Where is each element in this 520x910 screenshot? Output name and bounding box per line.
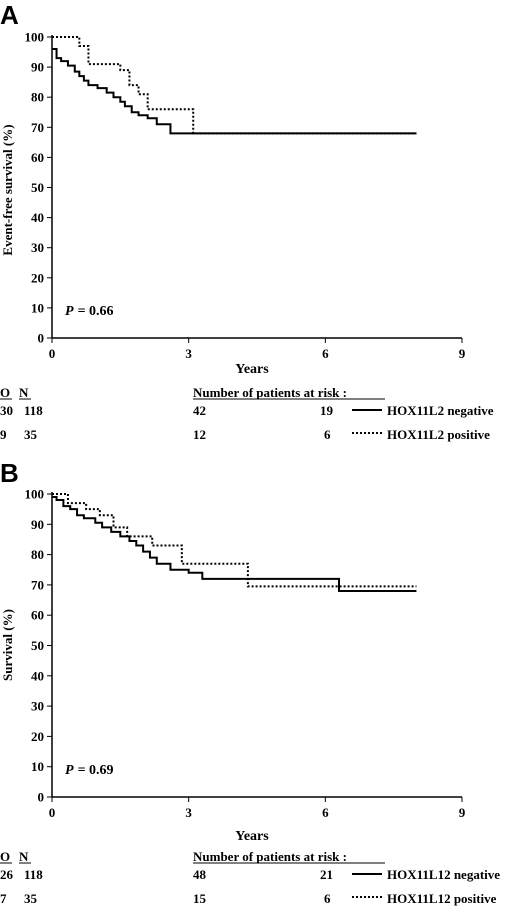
panel-a-y-tick-label: 70: [31, 120, 44, 135]
panel-a-curve-negative: [52, 48, 417, 135]
panel-a-plot: 0 10 20 30 40 50 60 70 80 90 100 0 3 6 9: [25, 30, 466, 362]
panel-b-y-tick-label: 30: [31, 699, 44, 714]
panel-a-y-tick-label: 50: [31, 180, 44, 195]
panel-a: A Event-free survival (%) 01020304050607…: [0, 0, 494, 442]
panel-b-p-number: = 0.69: [78, 763, 114, 778]
panel-b-row1-risk-3y: 48: [193, 867, 207, 882]
panel-a-y-tick-label: 100: [25, 30, 45, 45]
panel-b-y-tick-label: 50: [31, 638, 44, 653]
panel-b-row2-risk-3y: 15: [193, 891, 207, 906]
panel-b-col-o: O: [0, 849, 10, 864]
panel-b-y-tick-label: 90: [31, 517, 44, 532]
panel-b-y-tick-label: 20: [31, 729, 44, 744]
panel-b-y-axis-label: Survival (%): [0, 609, 15, 681]
panel-a-legend-negative: HOX11L2 negative: [387, 403, 494, 418]
panel-b-col-n: N: [19, 849, 29, 864]
panel-b-risk-title: Number of patients at risk :: [193, 849, 347, 864]
panel-b-letter: B: [0, 458, 19, 488]
panel-b-curve-positive: [52, 493, 417, 588]
panel-a-x-axis-label: Years: [235, 362, 269, 377]
panel-b-y-tick-label: 80: [31, 547, 44, 562]
panel-b-y-tick-label: 40: [31, 668, 44, 683]
panel-b-row2-o: 7: [0, 891, 7, 906]
panel-b-p-letter: P: [65, 763, 74, 778]
panel-a-legend-positive: HOX11L2 positive: [387, 427, 490, 442]
panel-a-risk-title: Number of patients at risk :: [193, 385, 347, 400]
panel-a-row1-risk-6y: 19: [320, 403, 334, 418]
panel-a-row2-risk-6y: 6: [324, 427, 331, 442]
panel-a-y-tick-label: 10: [31, 300, 44, 315]
panel-b-x-tick-label: 3: [185, 805, 192, 820]
panel-b-y-tick-label: 100: [25, 487, 45, 502]
panel-a-row1-n: 118: [24, 403, 43, 418]
panel-b-x-tick-label: 9: [459, 805, 466, 820]
panel-b-x-axis-label: Years: [235, 829, 269, 844]
panel-a-y-tick-label: 80: [31, 90, 44, 105]
panel-a-x-tick-label: 0: [49, 346, 56, 361]
panel-b-row2-n: 35: [24, 891, 38, 906]
panel-a-p-number: = 0.66: [78, 304, 114, 319]
panel-b-y-tick-label: 0: [38, 790, 45, 805]
panel-b-y-tick-label: 70: [31, 577, 44, 592]
panel-a-letter: A: [0, 0, 19, 30]
panel-a-row1-o: 30: [0, 403, 13, 418]
panel-a-y-tick-label: 30: [31, 240, 44, 255]
panel-a-col-n: N: [19, 385, 29, 400]
panel-a-row2-n: 35: [24, 427, 38, 442]
panel-b-legend-negative: HOX11L12 negative: [387, 867, 500, 882]
panel-b-row1-o: 26: [0, 867, 14, 882]
panel-a-y-tick-label: 60: [31, 150, 44, 165]
panel-a-x-tick-label: 3: [185, 346, 192, 361]
panel-b-plot: 0 10 20 30 40 50 60 70 80 90 100 0 3 6 9: [25, 487, 466, 821]
panel-b: B Survival (%) 0 10 20 30 40 50 60 70 80 90 100 0 3 6…: [0, 458, 500, 906]
panel-b-row1-n: 118: [24, 867, 43, 882]
panel-b-curve-negative: [52, 496, 417, 592]
panel-b-legend-positive: HOX11L12 positive: [387, 891, 497, 906]
panel-a-curve-positive: [52, 36, 417, 135]
panel-a-y-tick-label: 20: [31, 270, 44, 285]
panel-b-x-tick-label: 0: [49, 805, 56, 820]
panel-a-y-tick-label: 40: [31, 210, 44, 225]
panel-a-row2-risk-3y: 12: [193, 427, 206, 442]
panel-a-y-axis-label: Event-free survival (%): [0, 124, 15, 255]
panel-a-row2-o: 9: [0, 427, 7, 442]
panel-a-row1-risk-3y: 42: [193, 403, 206, 418]
panel-a-y-tick-label: 90: [31, 60, 44, 75]
panel-b-row1-risk-6y: 21: [320, 867, 333, 882]
panel-a-p-value: P = 0.66: [65, 304, 114, 319]
panel-a-x-tick-label: 9: [459, 346, 466, 361]
panel-a-col-o: O: [0, 385, 10, 400]
panel-b-y-tick-label: 60: [31, 608, 44, 623]
panel-a-y-tick-label: 0: [38, 331, 45, 346]
panel-b-y-tick-label: 10: [31, 759, 44, 774]
panel-b-x-tick-label: 6: [322, 805, 329, 820]
panel-a-p-letter: P: [65, 304, 74, 319]
panel-a-x-tick-label: 6: [322, 346, 329, 361]
panel-b-row2-risk-6y: 6: [324, 891, 331, 906]
panel-b-p-value: P = 0.69: [65, 763, 114, 778]
